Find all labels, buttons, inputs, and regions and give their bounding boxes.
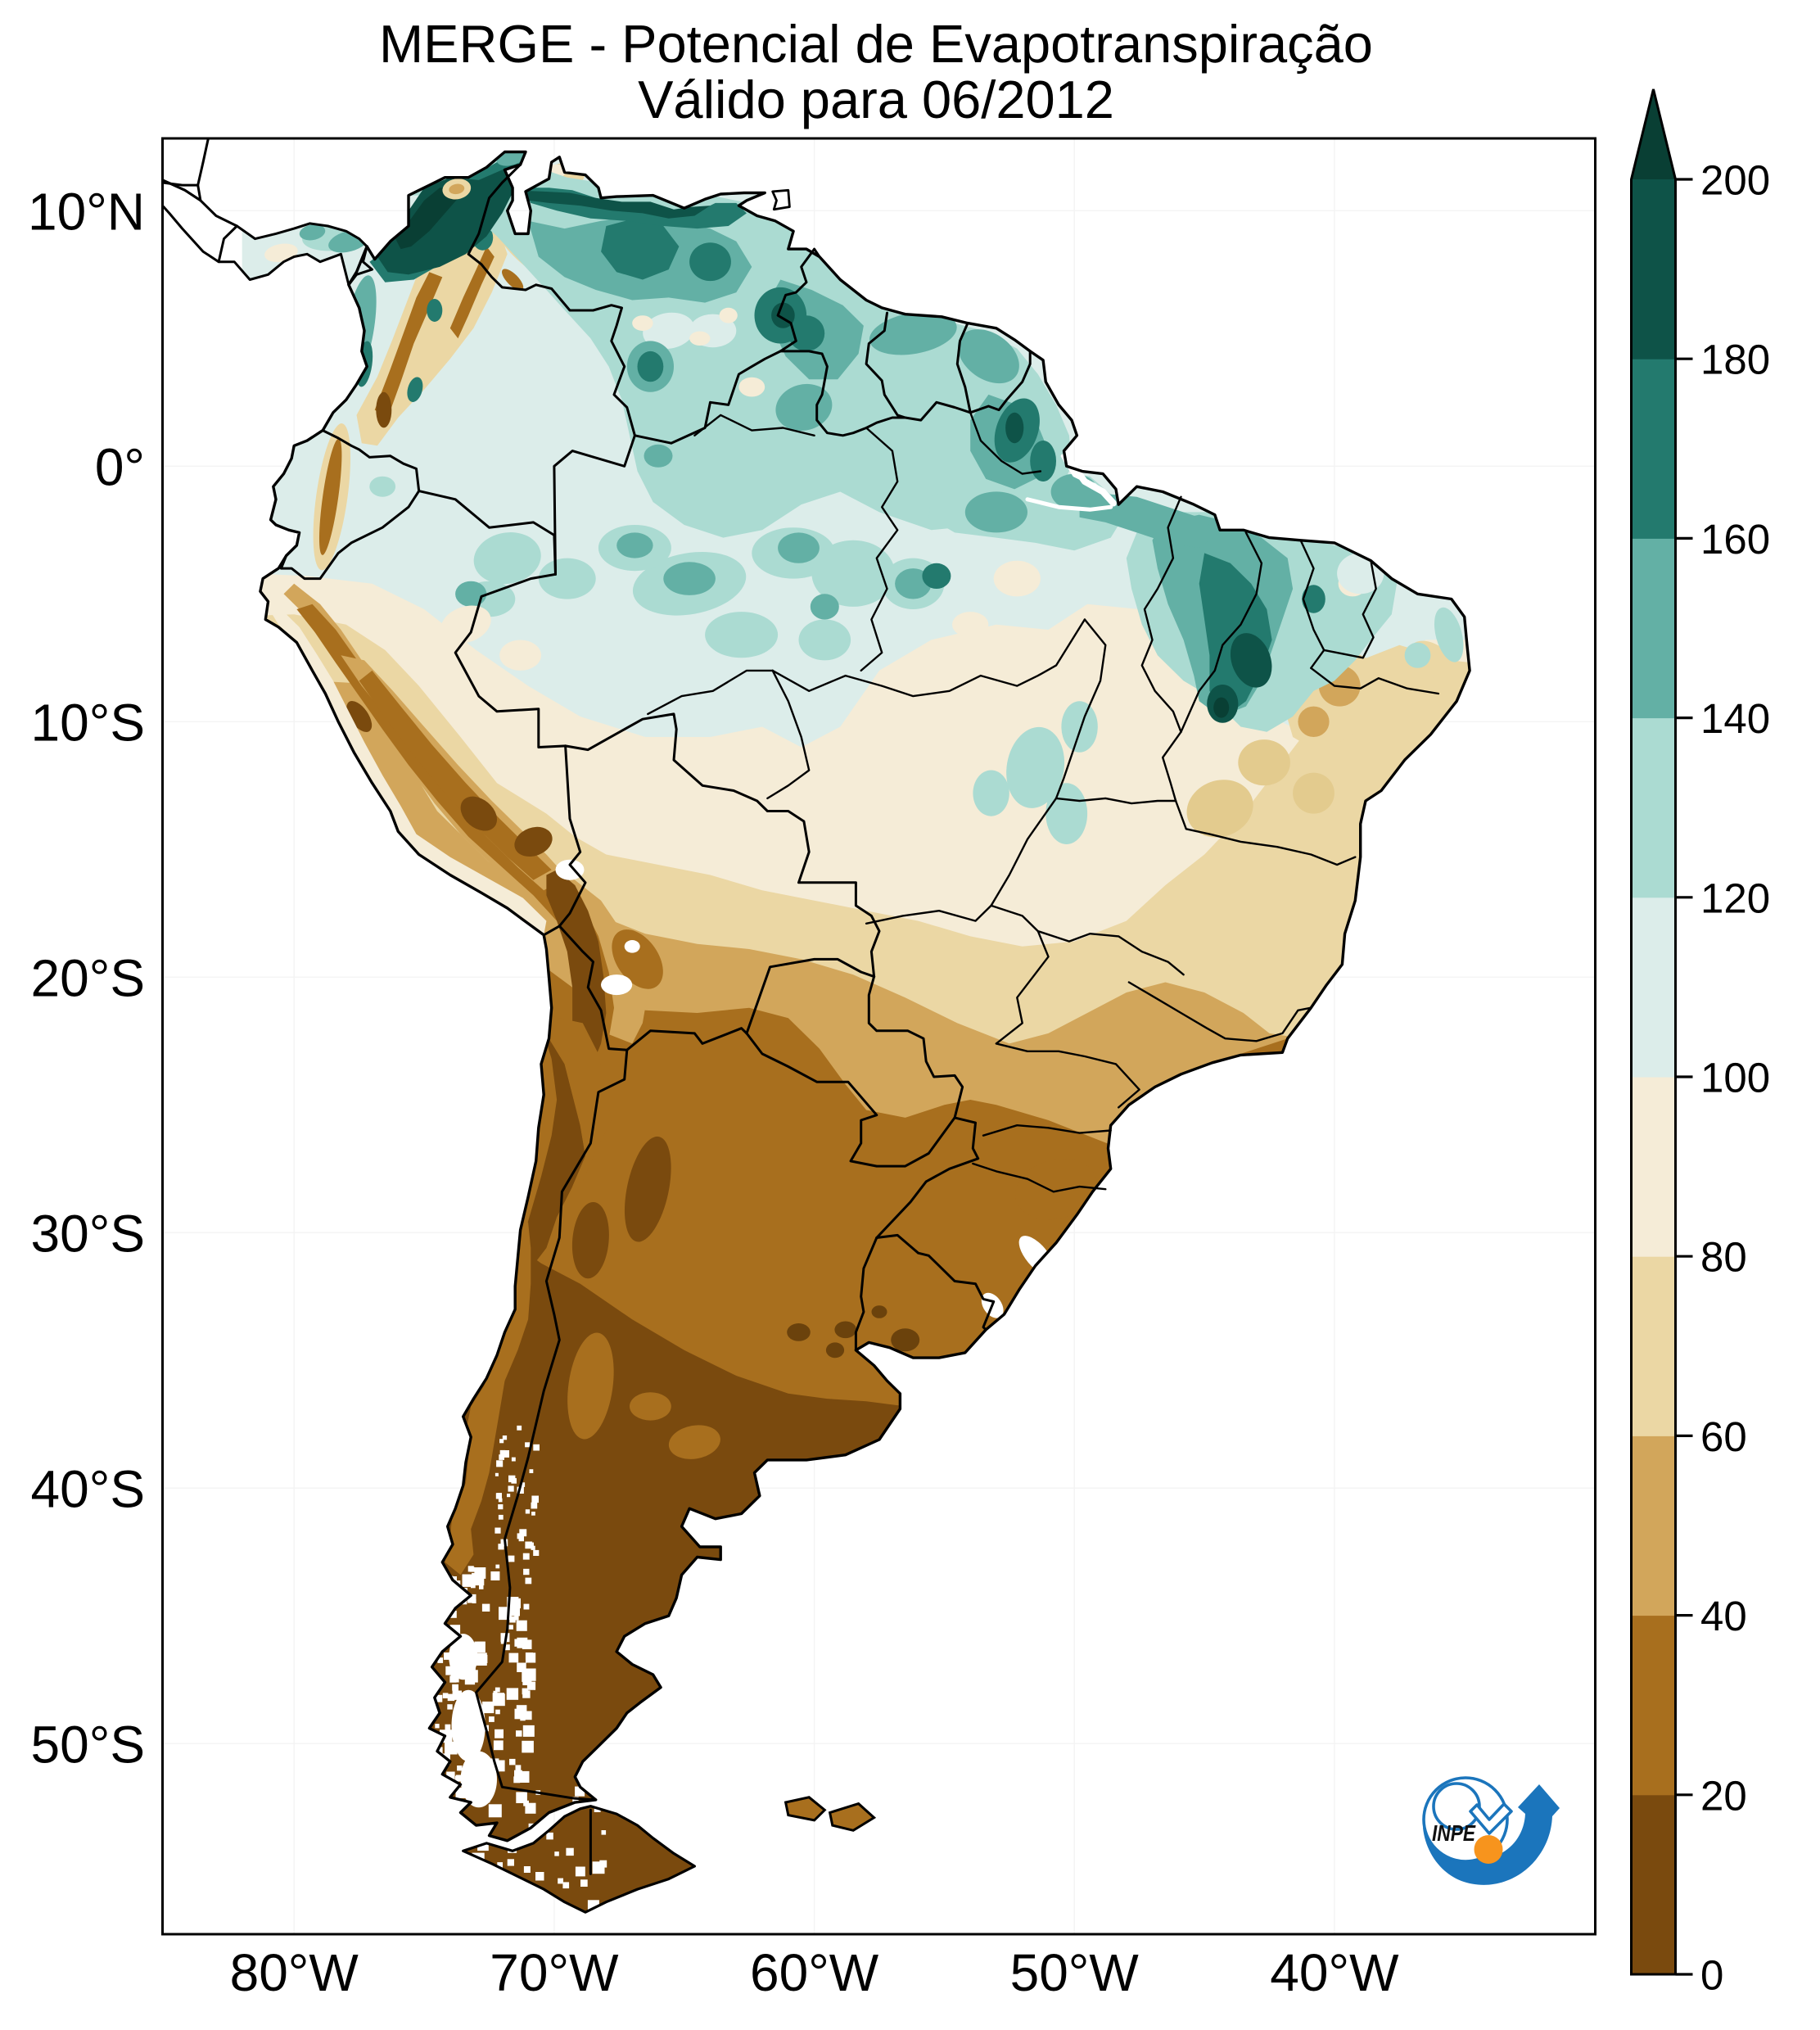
svg-text:80: 80 bbox=[1700, 1234, 1747, 1281]
svg-text:Válido para 06/2012: Válido para 06/2012 bbox=[638, 70, 1114, 129]
svg-text:80°W: 80°W bbox=[230, 1943, 359, 2002]
svg-text:30°S: 30°S bbox=[31, 1204, 145, 1263]
svg-text:MERGE - Potencial de Evapotran: MERGE - Potencial de Evapotranspiração bbox=[379, 14, 1373, 74]
svg-text:20: 20 bbox=[1700, 1772, 1747, 1819]
svg-text:100: 100 bbox=[1700, 1055, 1770, 1101]
svg-text:50°W: 50°W bbox=[1010, 1943, 1140, 2002]
svg-text:40: 40 bbox=[1700, 1593, 1747, 1639]
svg-text:60°W: 60°W bbox=[750, 1943, 879, 2002]
svg-text:INPE: INPE bbox=[1432, 1820, 1476, 1846]
svg-text:50°S: 50°S bbox=[31, 1715, 145, 1774]
svg-text:120: 120 bbox=[1700, 875, 1770, 921]
svg-text:20°S: 20°S bbox=[31, 948, 145, 1007]
svg-text:0°: 0° bbox=[95, 437, 145, 496]
svg-text:40°S: 40°S bbox=[31, 1459, 145, 1518]
svg-text:60: 60 bbox=[1700, 1413, 1747, 1460]
svg-text:200: 200 bbox=[1700, 157, 1770, 204]
svg-text:10°S: 10°S bbox=[31, 693, 145, 752]
svg-text:0: 0 bbox=[1700, 1952, 1723, 1999]
svg-text:140: 140 bbox=[1700, 695, 1770, 742]
svg-text:160: 160 bbox=[1700, 516, 1770, 563]
svg-text:40°W: 40°W bbox=[1270, 1943, 1399, 2002]
svg-text:180: 180 bbox=[1700, 337, 1770, 383]
svg-text:10°N: 10°N bbox=[28, 182, 145, 241]
svg-text:70°W: 70°W bbox=[490, 1943, 619, 2002]
